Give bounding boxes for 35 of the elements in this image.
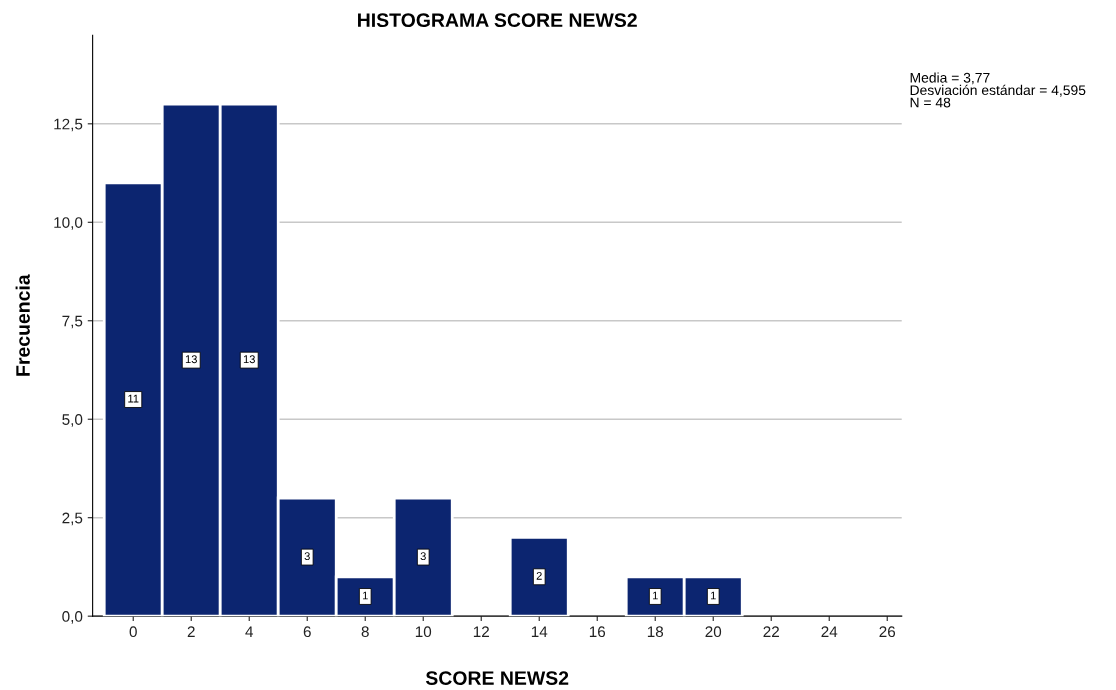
text: Media = 3,77 (910, 72, 990, 85)
data-label: 13 (185, 355, 197, 364)
y-tick-label: 7,5 (62, 315, 83, 329)
x-tick-label: 0 (129, 626, 137, 638)
y-tick-label: 2,5 (62, 512, 83, 526)
data-label: 3 (304, 552, 310, 561)
x-tick-label: 22 (763, 626, 779, 637)
x-tick-label: 2 (187, 626, 195, 637)
x-tick-label: 18 (647, 626, 664, 638)
x-tick-label: 16 (589, 626, 606, 638)
text: Desviación estándar = 4,595 (910, 84, 1086, 97)
data-label: 13 (243, 355, 255, 364)
x-tick-label: 6 (303, 626, 311, 638)
y-tick-label: 5,0 (62, 414, 83, 427)
x-tick-label: 10 (415, 626, 432, 638)
data-label: 2 (536, 571, 542, 580)
y-axis-title: Frecuencia (15, 274, 30, 376)
x-tick-label: 24 (821, 626, 838, 637)
y-tick-label: 0,0 (62, 611, 83, 624)
x-tick-label: 8 (361, 626, 369, 638)
x-tick-label: 20 (705, 626, 722, 638)
text: N = 48 (910, 97, 951, 108)
chart-title: HISTOGRAMA SCORE NEWS2 (358, 13, 637, 28)
x-axis-title: SCORE NEWS2 (425, 671, 569, 685)
y-tick-label: 10,0 (54, 217, 83, 230)
x-tick-label: 12 (473, 626, 489, 637)
data-label: 3 (420, 552, 426, 561)
x-tick-label: 4 (245, 626, 254, 637)
data-label: 1 (652, 591, 658, 600)
data-label: 11 (128, 394, 139, 403)
data-label: 1 (362, 591, 368, 600)
x-tick-label: 14 (531, 626, 548, 637)
y-tick-label: 12,5 (54, 118, 83, 132)
data-label: 1 (710, 591, 716, 600)
x-tick-label: 26 (879, 626, 896, 638)
